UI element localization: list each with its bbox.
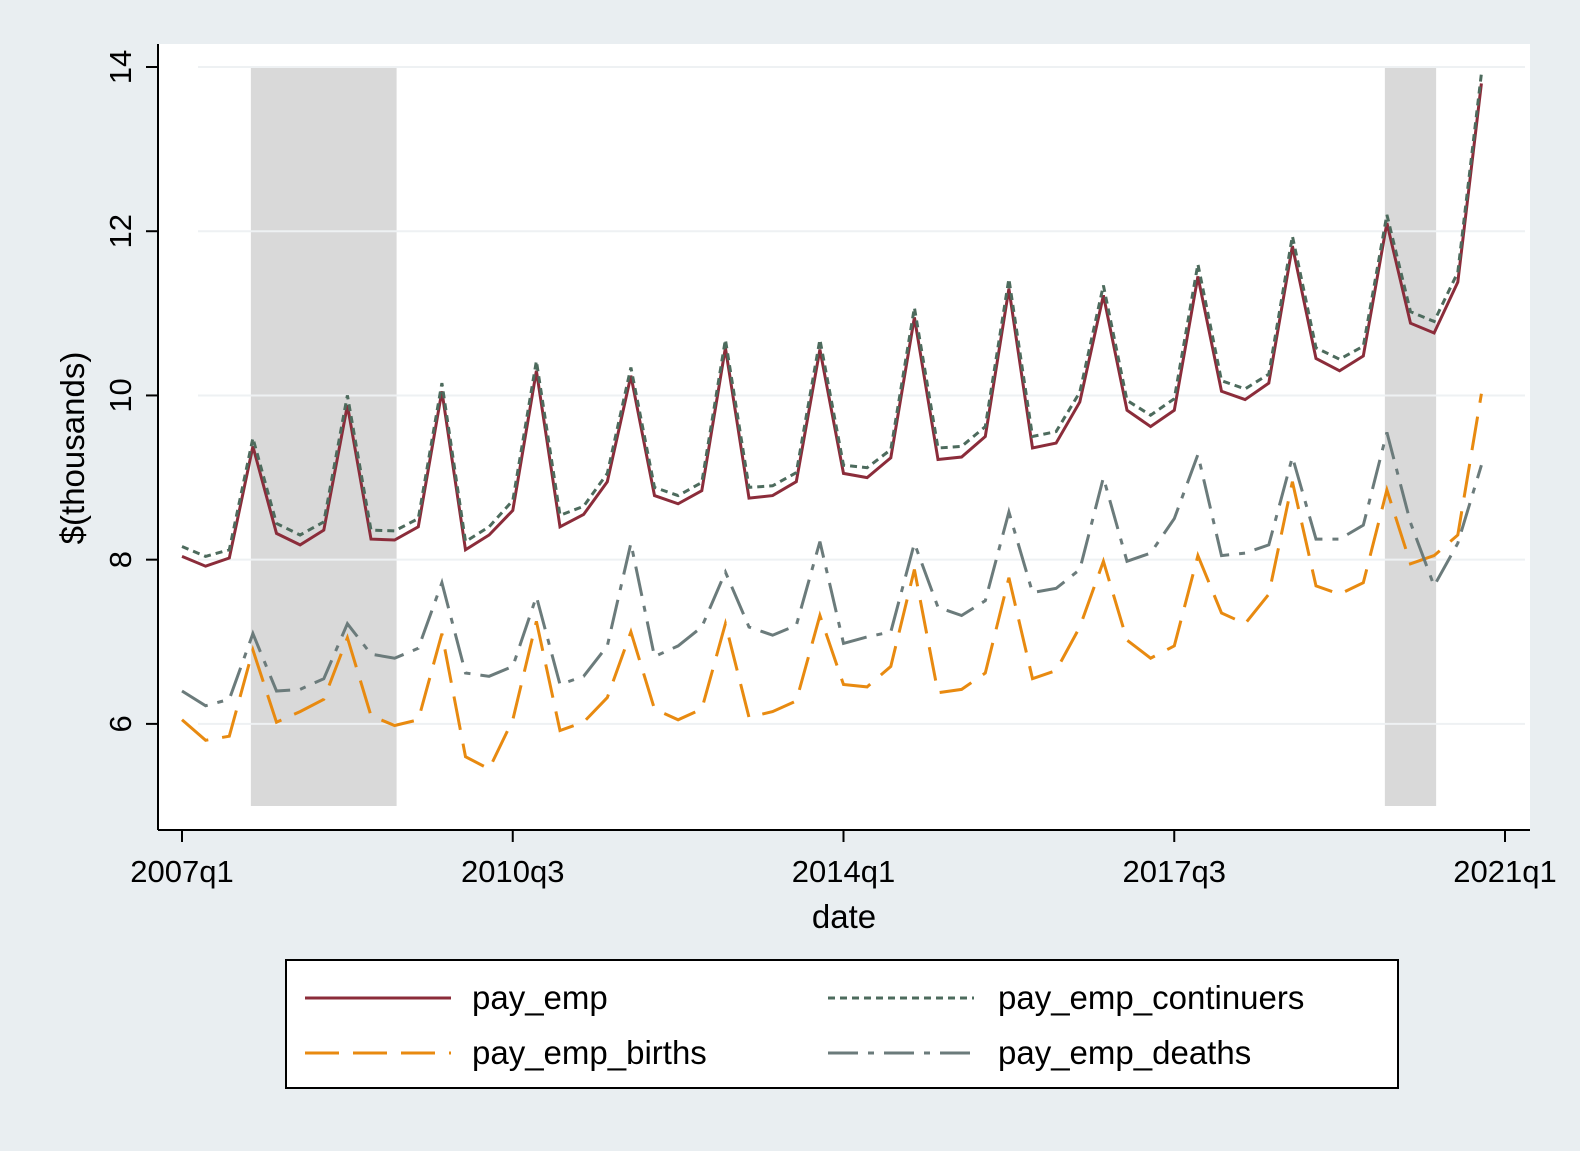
y-tick-label-8: 8 bbox=[103, 551, 138, 568]
y-axis-label: $(thousands) bbox=[54, 352, 91, 545]
x-axis-label: date bbox=[812, 898, 876, 935]
shaded-period-2 bbox=[1384, 67, 1437, 806]
legend-box bbox=[285, 959, 1399, 1089]
legend-label-pay_emp_deaths: pay_emp_deaths bbox=[998, 1034, 1251, 1071]
y-tick-label-10: 10 bbox=[103, 378, 138, 412]
y-tick-label-12: 12 bbox=[103, 214, 138, 248]
shaded-period-1 bbox=[250, 67, 397, 806]
legend-label-pay_emp: pay_emp bbox=[472, 979, 608, 1016]
x-tick-label-2021q1: 2021q1 bbox=[1453, 854, 1556, 889]
legend-label-pay_emp_continuers: pay_emp_continuers bbox=[998, 979, 1304, 1016]
gridlines bbox=[198, 66, 1525, 725]
y-tick-label-14: 14 bbox=[103, 50, 138, 84]
series-line-pay_emp_births bbox=[181, 393, 1483, 772]
x-tick-label-2014q1: 2014q1 bbox=[792, 854, 895, 889]
y-axis-ticks: 6 8 10 12 14 bbox=[103, 50, 158, 733]
x-axis-ticks: 2007q1 2010q3 2014q1 2017q3 2021q1 bbox=[130, 830, 1557, 889]
x-tick-label-2017q3: 2017q3 bbox=[1123, 854, 1226, 889]
series-line-pay_emp bbox=[181, 83, 1483, 568]
legend-label-pay_emp_births: pay_emp_births bbox=[472, 1034, 707, 1071]
recession-shading bbox=[250, 67, 1437, 806]
legend: pay_emp pay_emp_continuers pay_emp_births p… bbox=[285, 959, 1399, 1089]
x-tick-label-2007q1: 2007q1 bbox=[130, 854, 233, 889]
series-line-pay_emp_deaths bbox=[181, 432, 1483, 708]
x-tick-label-2010q3: 2010q3 bbox=[461, 854, 564, 889]
y-tick-label-6: 6 bbox=[103, 715, 138, 732]
series-lines bbox=[181, 73, 1483, 772]
series-line-pay_emp_continuers bbox=[181, 73, 1483, 558]
